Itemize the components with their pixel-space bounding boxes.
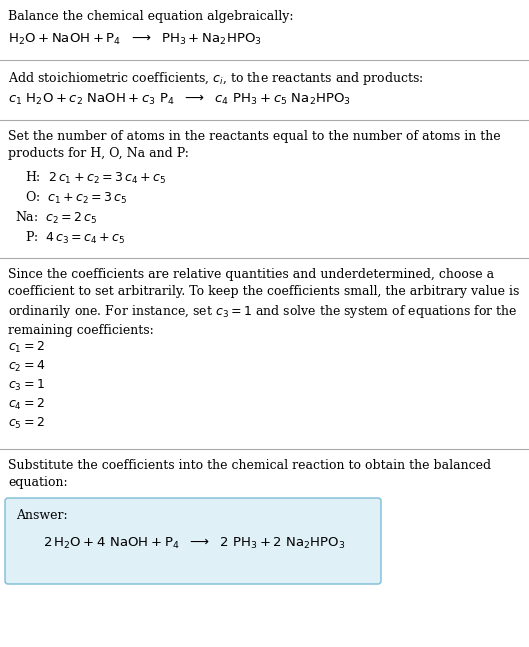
Text: H:  $2\,c_1 + c_2 = 3\,c_4 + c_5$: H: $2\,c_1 + c_2 = 3\,c_4 + c_5$ [25,170,166,186]
Text: $2\,\mathregular{H_2O} + 4\ \mathregular{NaOH} + \mathregular{P_4}$  $\longright: $2\,\mathregular{H_2O} + 4\ \mathregular… [43,536,345,551]
Text: $c_4 = 2$: $c_4 = 2$ [8,397,45,412]
Text: $\mathregular{H_2O + NaOH + P_4}$  $\longrightarrow$  $\mathregular{PH_3 + Na_2H: $\mathregular{H_2O + NaOH + P_4}$ $\long… [8,32,262,47]
Text: Since the coefficients are relative quantities and underdetermined, choose a
coe: Since the coefficients are relative quan… [8,268,519,337]
Text: $c_5 = 2$: $c_5 = 2$ [8,416,45,431]
Text: Set the number of atoms in the reactants equal to the number of atoms in the
pro: Set the number of atoms in the reactants… [8,130,500,160]
Text: Balance the chemical equation algebraically:: Balance the chemical equation algebraica… [8,10,294,23]
FancyBboxPatch shape [5,498,381,584]
Text: $c_3 = 1$: $c_3 = 1$ [8,378,45,393]
Text: Na:  $c_2 = 2\,c_5$: Na: $c_2 = 2\,c_5$ [15,210,97,226]
Text: $c_1 = 2$: $c_1 = 2$ [8,340,45,355]
Text: $c_1\ \mathregular{H_2O} + c_2\ \mathregular{NaOH} + c_3\ \mathregular{P_4}$  $\: $c_1\ \mathregular{H_2O} + c_2\ \mathreg… [8,92,351,107]
Text: $c_2 = 4$: $c_2 = 4$ [8,359,45,374]
Text: Answer:: Answer: [16,509,68,522]
Text: O:  $c_1 + c_2 = 3\,c_5$: O: $c_1 + c_2 = 3\,c_5$ [25,190,127,206]
Text: Substitute the coefficients into the chemical reaction to obtain the balanced
eq: Substitute the coefficients into the che… [8,459,491,489]
Text: Add stoichiometric coefficients, $c_i$, to the reactants and products:: Add stoichiometric coefficients, $c_i$, … [8,70,424,87]
Text: P:  $4\,c_3 = c_4 + c_5$: P: $4\,c_3 = c_4 + c_5$ [25,230,125,246]
